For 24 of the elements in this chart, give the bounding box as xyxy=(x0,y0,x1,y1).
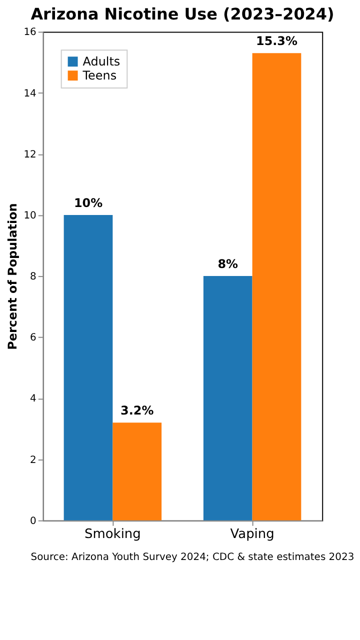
data-label: 8% xyxy=(218,257,238,272)
y-tick-label: 6 xyxy=(30,332,36,344)
y-tick-label: 8 xyxy=(30,272,36,283)
y-tick-label: 12 xyxy=(24,149,36,160)
data-label: 15.3% xyxy=(256,34,298,48)
legend-label: Teens xyxy=(82,68,117,83)
x-tick-label: Smoking xyxy=(84,526,141,542)
data-label: 10% xyxy=(74,196,103,210)
bar xyxy=(64,214,113,520)
y-axis-title: Percent of Population xyxy=(6,203,20,350)
y-tick-label: 2 xyxy=(30,454,36,466)
bar xyxy=(203,276,252,520)
data-label: 3.2% xyxy=(120,404,154,418)
source-note: Source: Arizona Youth Survey 2024; CDC & state estimates 2023 xyxy=(30,552,354,564)
y-tick-label: 10 xyxy=(24,210,36,222)
y-tick-label: 16 xyxy=(24,27,36,38)
y-tick-label: 0 xyxy=(30,516,36,527)
x-tick-label: Vaping xyxy=(230,526,274,542)
chart-title: Arizona Nicotine Use (2023–2024) xyxy=(30,4,334,24)
y-tick-label: 14 xyxy=(24,88,36,100)
legend-label: Adults xyxy=(82,54,120,69)
bar xyxy=(112,422,162,520)
y-tick-label: 4 xyxy=(30,394,36,405)
bar xyxy=(252,53,302,520)
